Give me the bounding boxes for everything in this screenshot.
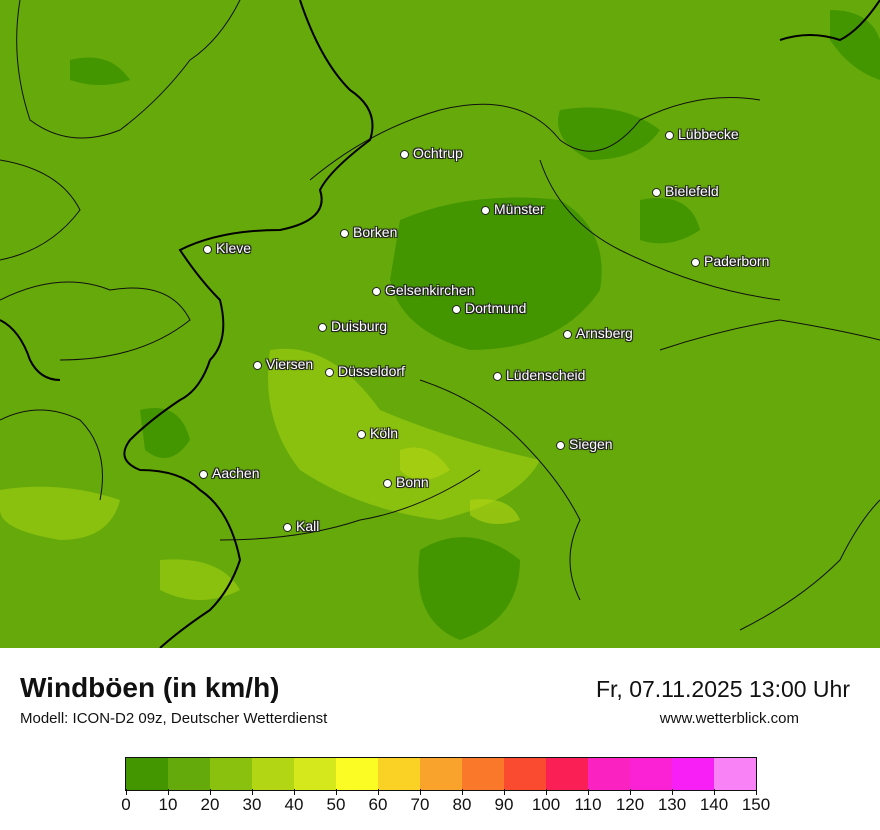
city-dot-icon xyxy=(452,305,461,314)
city-label: Düsseldorf xyxy=(338,363,405,379)
city-dot-icon xyxy=(283,523,292,532)
legend-tick-label: 70 xyxy=(410,795,430,814)
city-dot-icon xyxy=(383,479,392,488)
legend-tick-label: 40 xyxy=(284,795,304,814)
legend-tick-label: 50 xyxy=(326,795,346,814)
city-dot-icon xyxy=(340,229,349,238)
legend-swatch xyxy=(294,758,336,790)
legend-tick-label: 130 xyxy=(657,795,687,814)
legend-tick-mark xyxy=(420,789,421,795)
legend-swatch xyxy=(420,758,462,790)
legend-tick-label: 140 xyxy=(699,795,729,814)
legend-tick-mark xyxy=(210,789,211,795)
city-label: Lüdenscheid xyxy=(506,367,586,383)
city-label: Bonn xyxy=(396,474,429,490)
low-gust-areas xyxy=(70,10,880,640)
website-link[interactable]: www.wetterblick.com xyxy=(659,710,799,727)
legend-tick-mark xyxy=(378,789,379,795)
legend-tick-mark xyxy=(756,789,757,795)
higher-gust-areas xyxy=(400,447,520,524)
city-dot-icon xyxy=(400,150,409,159)
legend-swatch xyxy=(672,758,714,790)
city-label: Lübbecke xyxy=(678,126,739,142)
city-label: Viersen xyxy=(266,356,314,372)
district-borders xyxy=(0,0,880,631)
city-label: Siegen xyxy=(569,436,613,452)
legend-tick-mark xyxy=(714,789,715,795)
legend-swatch xyxy=(168,758,210,790)
city-label: Gelsenkirchen xyxy=(385,282,475,298)
legend-tick-mark xyxy=(588,789,589,795)
legend-swatch xyxy=(336,758,378,790)
legend-swatch xyxy=(126,758,168,790)
legend-swatch xyxy=(210,758,252,790)
city-label: Münster xyxy=(494,201,545,217)
city-dot-icon xyxy=(253,361,262,370)
city-dot-icon xyxy=(652,188,661,197)
legend-tick-label: 60 xyxy=(368,795,388,814)
city-dot-icon xyxy=(318,323,327,332)
legend-tick-label: 100 xyxy=(531,795,561,814)
legend-swatch xyxy=(462,758,504,790)
legend-tick-label: 110 xyxy=(574,795,602,814)
legend-tick-label: 150 xyxy=(741,795,771,814)
city-label: Kall xyxy=(296,518,320,534)
city-dot-icon xyxy=(493,372,502,381)
legend-tick-label: 0 xyxy=(121,795,131,814)
legend-swatch xyxy=(588,758,630,790)
country-borders xyxy=(0,0,880,648)
legend-tick-mark xyxy=(672,789,673,795)
city-dot-icon xyxy=(203,245,212,254)
city-dot-icon xyxy=(481,206,490,215)
city-dot-icon xyxy=(556,441,565,450)
city-label: Duisburg xyxy=(331,318,388,334)
city-dot-icon xyxy=(372,287,381,296)
legend-tick-mark xyxy=(630,789,631,795)
city-label: Ochtrup xyxy=(413,145,463,161)
city-label: Köln xyxy=(370,425,399,441)
city-dot-icon xyxy=(199,470,208,479)
legend-tick-mark xyxy=(336,789,337,795)
forecast-datetime: Fr, 07.11.2025 13:00 Uhr xyxy=(595,676,850,702)
city-label: Borken xyxy=(353,224,398,240)
city-dot-icon xyxy=(357,430,366,439)
city-label: Kleve xyxy=(216,240,252,256)
city-label: Aachen xyxy=(212,465,260,481)
wind-gust-map[interactable]: Lübbecke Ochtrup Bielefeld Münster Borken Kle… xyxy=(0,0,880,648)
model-source: Modell: ICON-D2 09z, Deutscher Wetterdie… xyxy=(20,710,328,727)
legend-tick-label: 30 xyxy=(242,795,262,814)
legend-swatch xyxy=(630,758,672,790)
city-dot-icon xyxy=(325,368,334,377)
legend-tick-label: 80 xyxy=(452,795,472,814)
legend-tick-label: 20 xyxy=(200,795,220,814)
legend-tick-label: 90 xyxy=(494,795,514,814)
legend-swatch xyxy=(252,758,294,790)
city-dot-icon xyxy=(691,258,700,267)
legend-swatch xyxy=(504,758,546,790)
legend-tick-mark xyxy=(462,789,463,795)
city-label: Bielefeld xyxy=(665,183,719,199)
map-shapes xyxy=(0,0,880,648)
city-label: Dortmund xyxy=(465,300,527,316)
legend-tick-mark xyxy=(126,789,127,795)
legend-swatch xyxy=(378,758,420,790)
legend-tick-mark xyxy=(168,789,169,795)
city-label: Paderborn xyxy=(704,253,770,269)
legend-tick-mark xyxy=(546,789,547,795)
legend-tick-mark xyxy=(294,789,295,795)
legend-tick-mark xyxy=(252,789,253,795)
moderate-gust-areas xyxy=(0,348,540,600)
legend-swatch xyxy=(546,758,588,790)
city-label: Arnsberg xyxy=(576,325,633,341)
map-title: Windböen (in km/h) xyxy=(20,672,280,703)
color-legend-bar xyxy=(125,757,757,791)
legend-tick-mark xyxy=(504,789,505,795)
legend-tick-label: 10 xyxy=(158,795,178,814)
city-dot-icon xyxy=(665,131,674,140)
city-dot-icon xyxy=(563,330,572,339)
legend-tick-label: 120 xyxy=(615,795,645,814)
legend-swatch xyxy=(714,758,756,790)
